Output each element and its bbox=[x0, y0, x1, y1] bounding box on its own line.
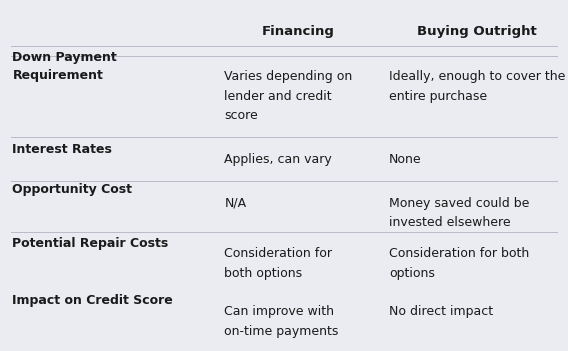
Text: Opportunity Cost: Opportunity Cost bbox=[12, 183, 132, 196]
Text: Consideration for both
options: Consideration for both options bbox=[389, 247, 529, 280]
Text: Interest Rates: Interest Rates bbox=[12, 143, 112, 156]
Text: None: None bbox=[389, 153, 421, 166]
Text: N/A: N/A bbox=[224, 197, 247, 210]
Text: Consideration for
both options: Consideration for both options bbox=[224, 247, 332, 280]
Text: No direct impact: No direct impact bbox=[389, 305, 493, 318]
Text: Potential Repair Costs: Potential Repair Costs bbox=[12, 237, 169, 250]
Text: Money saved could be
invested elsewhere: Money saved could be invested elsewhere bbox=[389, 197, 529, 229]
Text: Buying Outright: Buying Outright bbox=[417, 25, 537, 38]
Text: Can improve with
on-time payments: Can improve with on-time payments bbox=[224, 305, 339, 338]
Text: Down Payment
Requirement: Down Payment Requirement bbox=[12, 51, 117, 82]
Text: Impact on Credit Score: Impact on Credit Score bbox=[12, 294, 173, 307]
Text: Varies depending on
lender and credit
score: Varies depending on lender and credit sc… bbox=[224, 70, 353, 122]
Text: Applies, can vary: Applies, can vary bbox=[224, 153, 332, 166]
Text: Ideally, enough to cover the
entire purchase: Ideally, enough to cover the entire purc… bbox=[389, 70, 566, 103]
Text: Financing: Financing bbox=[262, 25, 335, 38]
